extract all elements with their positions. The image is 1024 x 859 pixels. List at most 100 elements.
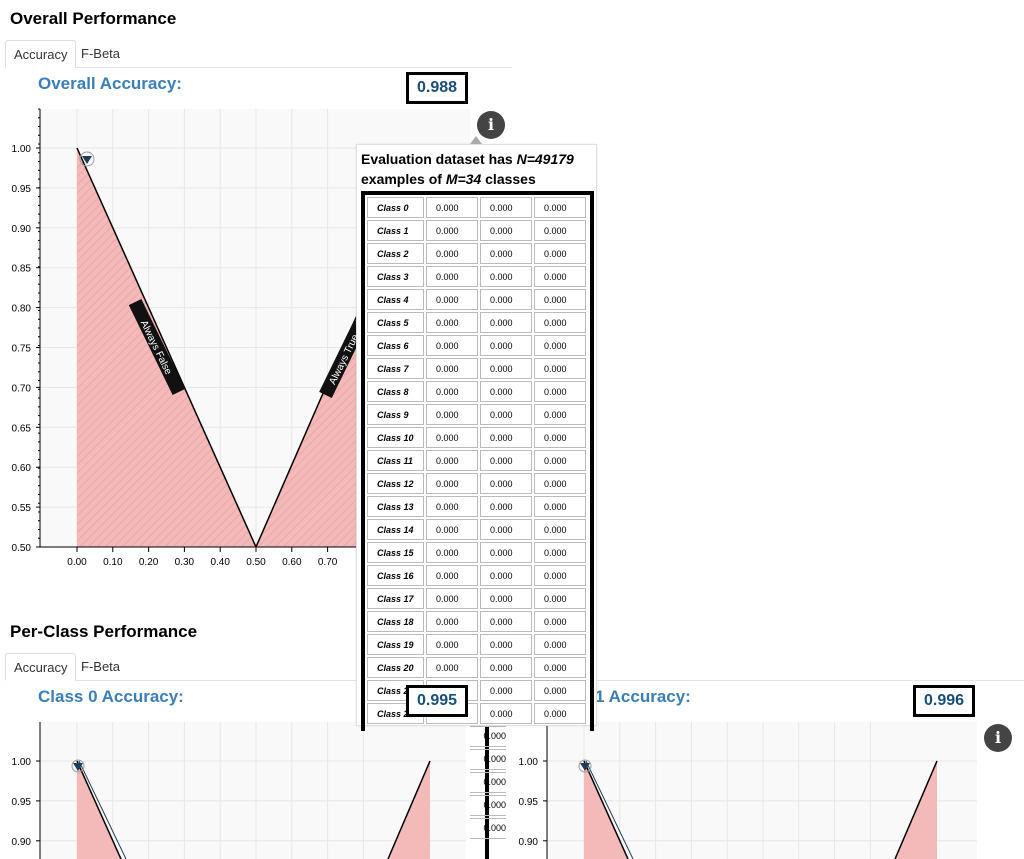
class-value: 0.000	[480, 703, 532, 724]
class-row: Class 16 0.000 0.000 0.000	[367, 565, 586, 586]
y-tick-label: 0.75	[12, 344, 32, 355]
class-label: Class 17	[367, 588, 424, 609]
info-icon[interactable]: i	[477, 111, 505, 139]
class-value: 0.000	[480, 473, 532, 494]
class-row: Class 15 0.000 0.000 0.000	[367, 542, 586, 563]
class-value: 0.000	[534, 220, 586, 241]
class-value: 0.000	[480, 565, 532, 586]
partial-class-value: 0.000	[470, 795, 506, 816]
x-tick-label: 0.00	[67, 557, 87, 568]
class-label: Class 3	[367, 266, 424, 287]
class-row: Class 18 0.000 0.000 0.000	[367, 611, 586, 632]
class-value: 0.000	[534, 243, 586, 264]
info-icon[interactable]: i	[984, 724, 1012, 752]
class-value: 0.000	[534, 266, 586, 287]
class-row: Class 20 0.000 0.000 0.000	[367, 657, 586, 678]
secondary-tooltip-fragment: 0.000 0.000 0.000 0.000 0.000	[466, 722, 506, 859]
class-value: 0.000	[480, 266, 532, 287]
class-value: 0.000	[426, 450, 478, 471]
class-value: 0.000	[480, 657, 532, 678]
class-value: 0.000	[480, 312, 532, 333]
y-tick-label: 0.80	[12, 304, 32, 315]
class-row: Class 9 0.000 0.000 0.000	[367, 404, 586, 425]
y-tick-label: 0.90	[12, 837, 32, 848]
class-value: 0.000	[426, 565, 478, 586]
class-value: 0.000	[426, 634, 478, 655]
tab-accuracy[interactable]: Accuracy	[5, 653, 77, 681]
tab-f-beta[interactable]: F-Beta	[81, 46, 121, 61]
y-tick-label: 0.90	[519, 837, 539, 848]
class-0-accuracy-label: Class 0 Accuracy:	[38, 687, 184, 706]
class-label: Class 1	[367, 220, 424, 241]
class-row: Class 3 0.000 0.000 0.000	[367, 266, 586, 287]
class-value: 0.000	[534, 358, 586, 379]
class-value: 0.000	[534, 381, 586, 402]
current-point-marker	[578, 759, 592, 773]
x-tick-label: 0.40	[210, 557, 230, 568]
class-value: 0.000	[480, 289, 532, 310]
partial-class-value: 0.000	[470, 772, 506, 793]
class-row: Class 1 0.000 0.000 0.000	[367, 220, 586, 241]
class-value: 0.000	[480, 519, 532, 540]
class-label: Class 0	[367, 197, 424, 218]
class-value: 0.000	[534, 450, 586, 471]
class-value: 0.000	[480, 427, 532, 448]
class-value: 0.000	[426, 266, 478, 287]
class-value: 0.000	[534, 496, 586, 517]
class-row: Class 10 0.000 0.000 0.000	[367, 427, 586, 448]
tooltip-arrow	[470, 136, 482, 144]
class-label: Class 20	[367, 657, 424, 678]
tab-f-beta[interactable]: F-Beta	[81, 659, 121, 674]
class-value: 0.000	[534, 680, 586, 701]
overall-accuracy-label: Overall Accuracy:	[38, 74, 182, 93]
y-tick-label: 0.55	[12, 503, 32, 514]
class-value: 0.000	[534, 588, 586, 609]
y-tick-label: 1.00	[12, 757, 32, 768]
overall-tab-bar: Accuracy F-Beta	[5, 40, 512, 68]
class-0-accuracy-plot: 1.00 0.95 0.90	[12, 722, 470, 859]
class-table: Class 0 0.000 0.000 0.000 Class 1 0.000 0.000 0…	[361, 191, 594, 731]
class-value: 0.000	[426, 289, 478, 310]
class-value: 0.000	[426, 404, 478, 425]
tab-accuracy[interactable]: Accuracy	[5, 40, 77, 68]
class-value: 0.000	[426, 542, 478, 563]
class-label: Class 2	[367, 243, 424, 264]
class-label: Class 6	[367, 335, 424, 356]
y-tick-label: 0.95	[519, 797, 539, 808]
class-0-accuracy-value: 0.995	[406, 685, 468, 717]
partial-class-value: 0.000	[470, 818, 506, 839]
class-label: Class 8	[367, 381, 424, 402]
y-tick-label: 0.95	[12, 797, 32, 808]
y-tick-label: 1.00	[12, 144, 32, 155]
class-row: Class 17 0.000 0.000 0.000	[367, 588, 586, 609]
class-value: 0.000	[480, 450, 532, 471]
class-value: 0.000	[426, 588, 478, 609]
class-value: 0.000	[426, 220, 478, 241]
class-value: 0.000	[426, 381, 478, 402]
x-tick-label: 0.50	[246, 557, 266, 568]
class-row: Class 8 0.000 0.000 0.000	[367, 381, 586, 402]
class-value: 0.000	[534, 404, 586, 425]
class-value: 0.000	[426, 358, 478, 379]
class-row: Class 11 0.000 0.000 0.000	[367, 450, 586, 471]
tooltip-header: Evaluation dataset has N=49179 examples …	[361, 151, 574, 187]
class-value: 0.000	[534, 565, 586, 586]
overall-performance-title: Overall Performance	[10, 9, 177, 28]
class-1-accuracy-value: 0.996	[913, 685, 975, 717]
class-value: 0.000	[534, 634, 586, 655]
x-tick-label: 0.10	[103, 557, 123, 568]
class-label: Class 19	[367, 634, 424, 655]
class-label: Class 18	[367, 611, 424, 632]
class-label: Class 14	[367, 519, 424, 540]
y-tick-label: 0.95	[12, 184, 32, 195]
overall-accuracy-value: 0.988	[406, 72, 468, 104]
class-value: 0.000	[480, 197, 532, 218]
class-value: 0.000	[426, 473, 478, 494]
x-tick-label: 0.20	[139, 557, 159, 568]
current-point-marker	[71, 759, 85, 773]
y-tick-label: 0.65	[12, 423, 32, 434]
class-value: 0.000	[480, 680, 532, 701]
class-value: 0.000	[534, 289, 586, 310]
